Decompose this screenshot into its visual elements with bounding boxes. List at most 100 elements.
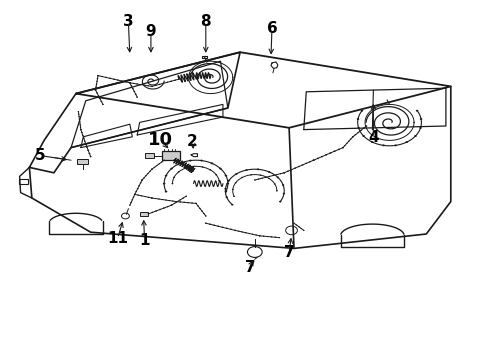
Circle shape <box>165 191 168 193</box>
Circle shape <box>96 92 98 94</box>
Circle shape <box>360 130 362 131</box>
Circle shape <box>234 230 236 231</box>
Circle shape <box>283 172 285 174</box>
Circle shape <box>80 129 82 130</box>
Circle shape <box>342 147 344 148</box>
Circle shape <box>155 85 157 86</box>
Circle shape <box>268 178 270 179</box>
Circle shape <box>143 177 145 179</box>
Text: 3: 3 <box>123 14 134 29</box>
Circle shape <box>79 121 80 122</box>
Circle shape <box>151 86 153 87</box>
Circle shape <box>154 167 155 168</box>
Circle shape <box>151 168 153 170</box>
Circle shape <box>226 228 228 229</box>
Circle shape <box>218 226 220 227</box>
Circle shape <box>130 202 132 203</box>
Circle shape <box>171 204 172 206</box>
Circle shape <box>130 85 132 86</box>
Circle shape <box>101 76 103 77</box>
Circle shape <box>97 75 99 76</box>
Circle shape <box>140 84 142 85</box>
Circle shape <box>135 94 137 95</box>
Circle shape <box>235 173 238 175</box>
Circle shape <box>136 96 138 98</box>
Circle shape <box>165 199 167 201</box>
Circle shape <box>131 199 133 201</box>
Text: 6: 6 <box>267 21 277 36</box>
Circle shape <box>97 78 98 79</box>
Circle shape <box>269 176 270 177</box>
Circle shape <box>79 119 80 120</box>
Circle shape <box>270 236 272 238</box>
Circle shape <box>129 204 131 206</box>
Circle shape <box>147 197 149 198</box>
Circle shape <box>406 141 408 143</box>
Circle shape <box>121 80 123 82</box>
Circle shape <box>302 164 303 166</box>
Circle shape <box>231 204 233 206</box>
Circle shape <box>145 175 147 176</box>
Circle shape <box>147 85 149 86</box>
Circle shape <box>258 179 259 180</box>
Circle shape <box>95 89 97 91</box>
Circle shape <box>228 180 230 181</box>
Circle shape <box>276 174 278 175</box>
Circle shape <box>209 224 211 225</box>
Circle shape <box>134 194 136 195</box>
Circle shape <box>96 81 98 82</box>
Circle shape <box>357 127 360 129</box>
Circle shape <box>321 156 323 157</box>
Circle shape <box>151 197 153 199</box>
Circle shape <box>159 84 160 85</box>
Circle shape <box>81 132 83 133</box>
Circle shape <box>151 86 153 87</box>
Circle shape <box>200 159 203 162</box>
Text: 10: 10 <box>148 131 173 149</box>
Circle shape <box>80 129 82 130</box>
Circle shape <box>99 98 101 99</box>
Circle shape <box>350 138 352 140</box>
Circle shape <box>179 201 181 203</box>
Circle shape <box>159 163 160 164</box>
Circle shape <box>263 235 265 237</box>
Circle shape <box>141 195 143 197</box>
Circle shape <box>272 175 274 176</box>
Circle shape <box>100 101 102 102</box>
Circle shape <box>254 179 256 181</box>
Circle shape <box>95 86 97 88</box>
Bar <box>162 151 180 160</box>
Circle shape <box>342 147 344 148</box>
Circle shape <box>129 82 131 84</box>
Circle shape <box>352 136 354 138</box>
Circle shape <box>109 78 111 79</box>
Circle shape <box>414 135 417 137</box>
Circle shape <box>98 95 99 96</box>
Circle shape <box>394 144 397 146</box>
Circle shape <box>357 132 359 133</box>
Circle shape <box>325 154 327 156</box>
Circle shape <box>85 143 87 145</box>
Circle shape <box>245 232 246 233</box>
Circle shape <box>163 207 165 209</box>
Circle shape <box>245 169 247 171</box>
Circle shape <box>294 167 296 169</box>
Circle shape <box>205 222 207 224</box>
Circle shape <box>144 85 146 86</box>
Circle shape <box>175 201 177 202</box>
Circle shape <box>102 104 104 105</box>
Circle shape <box>346 143 348 144</box>
Circle shape <box>80 126 81 127</box>
Circle shape <box>179 199 181 201</box>
Circle shape <box>167 82 168 83</box>
Circle shape <box>117 80 119 81</box>
Text: 4: 4 <box>368 130 379 145</box>
Circle shape <box>366 125 368 127</box>
Circle shape <box>113 78 115 80</box>
Circle shape <box>171 204 172 206</box>
Circle shape <box>352 136 354 138</box>
Circle shape <box>371 141 373 143</box>
Circle shape <box>79 124 81 125</box>
Circle shape <box>277 177 279 178</box>
Circle shape <box>201 210 203 212</box>
